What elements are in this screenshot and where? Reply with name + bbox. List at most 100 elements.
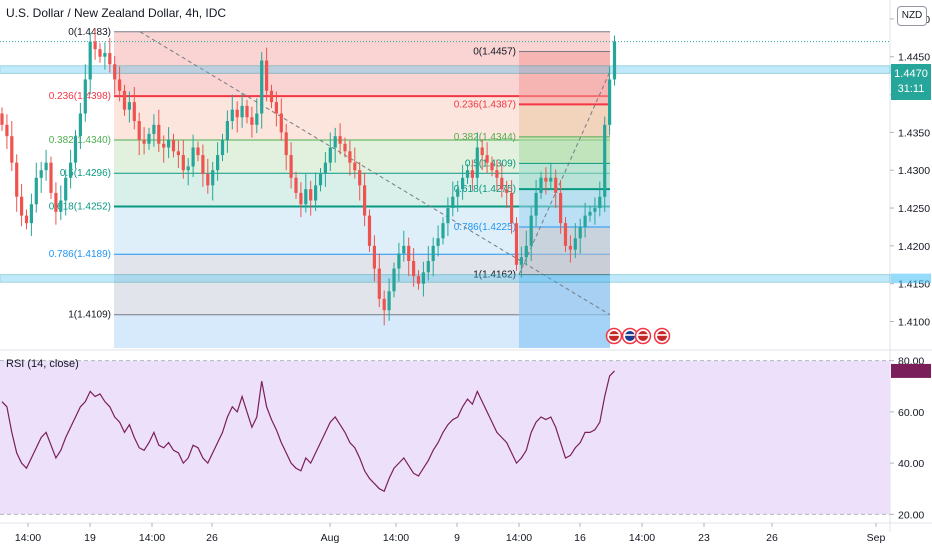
candle-body — [539, 177, 543, 193]
candle-body — [451, 196, 455, 209]
candle-body — [235, 109, 239, 118]
candle-body — [353, 162, 357, 171]
candle-body — [206, 174, 210, 186]
candle-body — [113, 64, 117, 80]
candle-body — [191, 147, 195, 167]
current-price-badge: 1.4470 31:11 — [891, 64, 931, 100]
candle-body — [274, 102, 278, 114]
time-tick-label: 9 — [454, 532, 460, 544]
candle-body — [441, 223, 445, 239]
candle-body — [5, 124, 9, 137]
candle-body — [269, 90, 274, 103]
fib1-label: 0.236(1.4398) — [49, 91, 111, 102]
price-tick-label: 1.4450 — [898, 52, 930, 64]
candle-body — [69, 162, 73, 178]
candle-body — [559, 192, 563, 224]
candle-body — [240, 105, 244, 118]
candle-body — [284, 132, 288, 156]
candle-body — [59, 200, 63, 212]
candle-body — [147, 133, 151, 144]
candle-body — [34, 177, 38, 205]
candle-body — [98, 49, 102, 57]
event-stripe — [638, 334, 648, 336]
candle-body — [225, 121, 229, 140]
symbol-title: U.S. Dollar / New Zealand Dollar, 4h, ID… — [6, 6, 227, 20]
fib2-label: 1(1.4162) — [473, 270, 516, 281]
candle-body — [348, 151, 352, 163]
candle-body — [309, 189, 313, 201]
candle-body — [83, 79, 87, 114]
time-tick-label: 14:00 — [383, 532, 409, 544]
fib2-label: 0(1.4457) — [473, 46, 516, 57]
candle-body — [367, 215, 372, 246]
candle-body — [412, 261, 416, 277]
candle-body — [446, 208, 450, 224]
candle-body — [314, 185, 318, 201]
candle-body — [382, 298, 386, 311]
price-tick-label: 1.4350 — [898, 127, 930, 139]
candle-body — [73, 136, 78, 163]
candle-body — [573, 238, 577, 250]
candle-body — [358, 170, 362, 186]
candle-body — [201, 155, 205, 174]
time-tick-label: 14:00 — [15, 532, 41, 544]
candle-body — [372, 245, 376, 269]
candle-body — [54, 192, 58, 212]
bar-countdown: 31:11 — [897, 83, 925, 95]
candle-body — [167, 139, 171, 148]
rsi-indicator-label[interactable]: RSI (14, close) — [6, 358, 79, 370]
candle-body — [24, 215, 29, 224]
fib1-label: 0.786(1.4189) — [49, 249, 111, 260]
candle-body — [64, 177, 68, 201]
candle-body — [603, 124, 607, 197]
fib1-label: 0.382(1.4340) — [49, 135, 111, 146]
candle-body — [549, 177, 553, 182]
candle-body — [529, 215, 533, 246]
candle-body — [480, 147, 484, 156]
candle-body — [93, 41, 97, 50]
fib2-extension — [519, 274, 610, 348]
candle-body — [294, 177, 298, 193]
flag-us-icon — [634, 327, 652, 345]
event-stripe — [609, 334, 619, 336]
candle-body — [524, 245, 528, 258]
current-price: 1.4470 — [894, 68, 928, 80]
candle-body — [186, 166, 190, 171]
candle-body — [137, 121, 141, 140]
candle-body — [181, 155, 185, 171]
candle-body — [456, 189, 460, 197]
time-tick-label: 26 — [766, 532, 778, 544]
candle-body — [196, 147, 200, 156]
candle-body — [554, 177, 558, 193]
event-stripe — [625, 334, 635, 336]
candle-body — [15, 162, 19, 197]
candle-body — [323, 162, 327, 174]
candle-body — [132, 102, 136, 122]
candle-body — [387, 291, 391, 311]
candle-body — [20, 196, 24, 216]
candle-body — [29, 204, 33, 224]
candle-body — [220, 139, 225, 156]
candle-body — [461, 177, 465, 190]
candle-body — [608, 79, 612, 125]
time-tick-label: 14:00 — [506, 532, 532, 544]
horizontal-zone — [0, 65, 891, 74]
candle-body — [465, 170, 470, 178]
zone-axis-tag — [891, 273, 931, 284]
rsi-tick-label: 40.00 — [898, 458, 924, 470]
candle-body — [544, 177, 548, 182]
flag-us-icon — [653, 327, 671, 345]
candle-body — [510, 192, 514, 224]
time-tick-label: 16 — [574, 532, 586, 544]
candle-body — [289, 155, 293, 178]
candle-body — [152, 124, 156, 134]
currency-button[interactable]: NZD — [897, 6, 927, 26]
candle-body — [103, 52, 107, 57]
rsi-value-badge — [891, 363, 931, 378]
fib2-band — [519, 136, 610, 164]
candle-body — [363, 185, 367, 216]
rsi-tick-label: 20.00 — [898, 509, 924, 521]
candle-body — [343, 143, 347, 152]
